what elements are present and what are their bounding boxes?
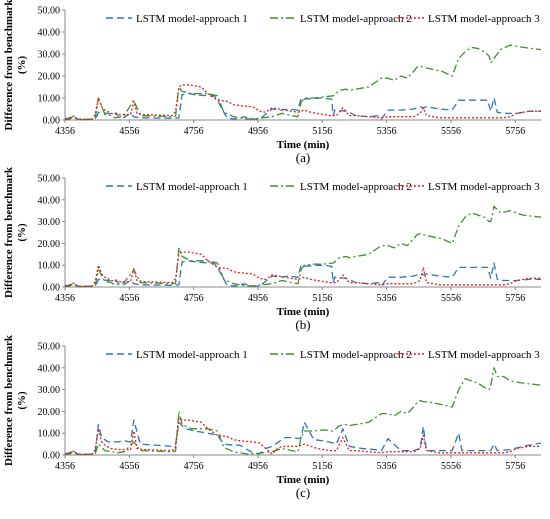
y-tick-label: 10.00: [38, 261, 61, 272]
series-line-approach-1: [64, 92, 541, 120]
legend-label: LSTM model-approach 1: [136, 181, 248, 193]
y-tick-label: 30.00: [38, 385, 61, 396]
panel-label: (a): [296, 150, 310, 165]
y-tick-label: 0.00: [43, 451, 61, 462]
y-tick-label: 10.00: [38, 429, 61, 440]
x-tick-label: 5356: [377, 126, 397, 137]
x-tick-label: 4956: [248, 461, 268, 472]
y-tick-label: 40.00: [38, 195, 61, 206]
y-tick-label: 50.00: [38, 342, 61, 353]
panel-label: (c): [296, 485, 310, 500]
x-tick-label: 5556: [441, 126, 461, 137]
x-tick-label: 4756: [184, 461, 204, 472]
y-tick-label: 50.00: [38, 6, 61, 17]
x-axis-title: Time (min): [277, 139, 330, 151]
chart-panel-3: 0.00 10.00 20.00 30.00 40.00 50.00 4356 4556 475…: [3, 334, 542, 500]
panel-label: (b): [295, 317, 310, 332]
x-tick-label: 5156: [312, 461, 332, 472]
x-tick-label: 4356: [55, 126, 75, 137]
x-tick-label: 5556: [441, 461, 461, 472]
x-tick-label: 4756: [184, 293, 204, 304]
series-line-approach-2: [64, 367, 542, 456]
y-tick-label: 10.00: [38, 94, 61, 105]
x-tick-label: 5356: [377, 461, 397, 472]
y-axis-unit: (%): [16, 391, 28, 410]
y-tick-label: 0.00: [43, 283, 61, 294]
y-tick-label: 20.00: [38, 72, 61, 83]
y-tick-label: 50.00: [38, 174, 61, 185]
chart-panel-2: 0.00 10.00 20.00 30.00 40.00 50.00 4356 4556 475…: [3, 166, 542, 332]
y-axis-unit: (%): [16, 223, 28, 242]
x-tick-label: 5756: [505, 461, 525, 472]
y-axis-unit: (%): [16, 56, 28, 75]
x-tick-label: 5156: [312, 293, 332, 304]
y-tick-label: 40.00: [38, 28, 61, 39]
x-tick-label: 5756: [505, 126, 525, 137]
x-axis-title: Time (min): [277, 474, 330, 486]
legend-label: LSTM model-approach 3: [428, 181, 540, 193]
x-tick-label: 4556: [119, 293, 139, 304]
legend-label: LSTM model-approach 1: [136, 349, 248, 361]
y-tick-label: 30.00: [38, 50, 61, 61]
x-tick-label: 4956: [248, 293, 268, 304]
x-tick-label: 5156: [312, 126, 332, 137]
y-tick-label: 0.00: [43, 116, 61, 127]
x-tick-label: 5756: [505, 293, 525, 304]
y-tick-label: 30.00: [38, 217, 61, 228]
x-tick-label: 4556: [119, 461, 139, 472]
legend-label: LSTM model-approach 3: [428, 13, 540, 25]
y-tick-label: 40.00: [38, 363, 61, 374]
chart-panel-1: 0.00 10.00 20.00 30.00 40.00 50.00 4356 4556 475…: [3, 0, 542, 165]
x-tick-label: 4756: [184, 126, 204, 137]
series-line-approach-3: [64, 417, 541, 455]
x-tick-label: 5356: [377, 293, 397, 304]
y-tick-label: 20.00: [38, 407, 61, 418]
y-axis-title: Difference from benchmark: [3, 166, 15, 298]
x-tick-label: 5556: [441, 293, 461, 304]
series-line-approach-1: [64, 419, 542, 455]
x-tick-label: 4956: [248, 126, 268, 137]
series-line-approach-2: [64, 205, 542, 288]
legend-label: LSTM model-approach 2: [300, 13, 412, 25]
series-line-approach-3: [64, 251, 541, 287]
x-tick-label: 4356: [55, 293, 75, 304]
legend-label: LSTM model-approach 1: [136, 13, 248, 25]
y-axis-title: Difference from benchmark: [3, 334, 15, 466]
y-axis-title: Difference from benchmark: [3, 0, 15, 130]
x-axis-title: Time (min): [277, 306, 330, 318]
legend-label: LSTM model-approach 3: [428, 349, 540, 361]
y-tick-label: 20.00: [38, 239, 61, 250]
series-line-approach-1: [64, 260, 541, 287]
series-line-approach-3: [64, 84, 541, 120]
series-line-approach-2: [64, 44, 542, 121]
x-tick-label: 4356: [55, 461, 75, 472]
legend-label: LSTM model-approach 2: [300, 349, 412, 361]
x-tick-label: 4556: [119, 126, 139, 137]
legend-label: LSTM model-approach 2: [300, 181, 412, 193]
